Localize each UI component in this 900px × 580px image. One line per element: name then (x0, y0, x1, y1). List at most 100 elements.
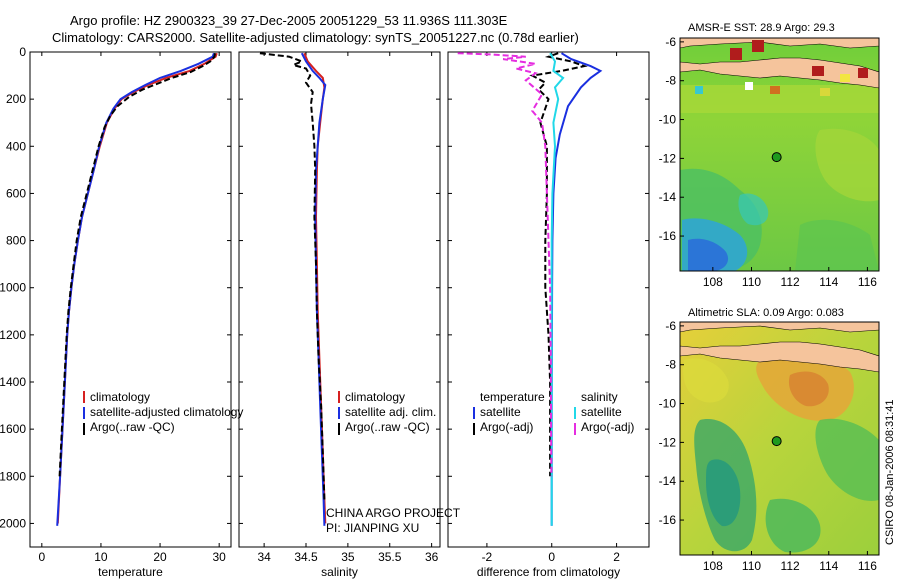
legend-label-satellite: satellite-adjusted climatology (90, 405, 243, 419)
land-java-sst (680, 57, 879, 89)
y-tick-label: -8 (665, 74, 676, 88)
x-tick-label: 20 (153, 550, 167, 564)
y-tick-label: 600 (6, 186, 26, 200)
legend-label-climatology: climatology (345, 390, 405, 404)
y-tick-label: 1000 (0, 281, 26, 295)
header-line-1: Argo profile: HZ 2900323_39 27-Dec-2005 … (70, 13, 508, 28)
sst-pixel (770, 86, 780, 94)
sst-pixel (858, 68, 868, 78)
x-tick-label: 108 (703, 559, 723, 573)
x-tick-label: 108 (703, 275, 723, 289)
legend-label-sal-satellite: satellite (581, 405, 622, 419)
salinity-axes (238, 51, 441, 548)
difference-axes (447, 51, 650, 548)
y-tick-label: -6 (665, 319, 676, 333)
series-line-salinity-satellite (549, 52, 565, 526)
x-tick-label: 116 (858, 559, 877, 573)
sst-pixel (820, 88, 830, 96)
y-tick-label: -16 (659, 513, 677, 527)
y-tick-label: -16 (659, 229, 677, 243)
y-tick-label: 1800 (0, 469, 26, 483)
x-tick-label: 36 (425, 550, 439, 564)
x-axis-label: salinity (321, 565, 358, 579)
y-tick-label: -6 (665, 35, 676, 49)
sst-southeast-cool (795, 219, 879, 271)
y-tick-label: -12 (659, 435, 677, 449)
x-tick-label: 35.5 (378, 550, 402, 564)
x-axis-label: temperature (98, 565, 163, 579)
sst-pixel (730, 48, 742, 60)
y-tick-label: -10 (659, 113, 677, 127)
pi-annotation: PI: JIANPING XU (326, 521, 419, 535)
y-tick-label: 1600 (0, 422, 26, 436)
header-line-2: Climatology: CARS2000. Satellite-adjuste… (52, 30, 579, 45)
legend-label-temp-satellite: satellite (480, 405, 521, 419)
temperature-axes (29, 51, 232, 548)
series-line-argo-raw-qc (58, 53, 216, 477)
sla-low-core (706, 459, 741, 527)
project-annotation: CHINA ARGO PROJECT (326, 506, 461, 520)
sst-pixel (752, 40, 764, 52)
legend-label-argo: Argo(..raw -QC) (90, 420, 175, 434)
x-tick-label: 0 (548, 550, 555, 564)
sst-pixel (745, 82, 753, 90)
x-tick-label: 114 (819, 275, 838, 289)
x-tick-label: 30 (212, 550, 226, 564)
argo-float-marker (771, 152, 782, 163)
x-tick-label: 116 (858, 275, 877, 289)
sla-map-frame (679, 321, 880, 556)
land-borneo-sst (680, 38, 879, 49)
x-tick-label: 110 (742, 559, 761, 573)
sst-pixel (695, 86, 703, 94)
x-tick-label: 110 (742, 275, 761, 289)
sla-map (680, 322, 879, 555)
x-tick-label: 34.5 (294, 550, 318, 564)
sst-coldest-patch (688, 238, 729, 271)
sla-north-yellow (683, 358, 729, 403)
y-tick-label: -12 (659, 151, 677, 165)
legend-label-climatology: climatology (90, 390, 150, 404)
sst-map-frame (679, 37, 880, 272)
x-tick-label: 10 (94, 550, 108, 564)
x-tick-label: 2 (613, 550, 620, 564)
sst-cyan-patch (738, 193, 769, 226)
difference-legend: temperature satellite Argo(-adj) salinit… (473, 390, 634, 435)
legend-heading-salinity: salinity (581, 390, 618, 404)
y-tick-label: 200 (6, 92, 26, 106)
sla-south-green (765, 498, 821, 553)
land-borneo-sla (680, 322, 879, 333)
sla-map-title: Altimetric SLA: 0.09 Argo: 0.083 (688, 307, 844, 319)
x-tick-label: 0 (38, 550, 45, 564)
y-tick-label: -8 (665, 358, 676, 372)
footer-credit: CSIRO 08-Jan-2006 08:31:41 (884, 399, 896, 545)
x-tick-label: 34 (257, 550, 271, 564)
y-tick-label: 1200 (0, 328, 26, 342)
sst-pixel (812, 66, 824, 76)
legend-label-satellite: satellite adj. clim. (345, 405, 436, 419)
sla-peak (788, 371, 829, 407)
x-tick-label: -2 (482, 550, 493, 564)
x-tick-label: 35 (341, 550, 355, 564)
y-tick-label: 800 (6, 234, 26, 248)
sst-pixel (840, 74, 850, 82)
series-line-temperature-argo-adj (529, 52, 588, 477)
series-line-salinity-argo-adj (457, 52, 553, 477)
x-tick-label: 112 (781, 559, 800, 573)
y-tick-label: 0 (19, 45, 26, 59)
y-tick-label: 2000 (0, 516, 26, 530)
temperature-legend: climatology satellite-adjusted climatolo… (83, 390, 243, 435)
y-tick-label: -14 (659, 474, 677, 488)
y-tick-label: -14 (659, 190, 677, 204)
x-tick-label: 112 (781, 275, 800, 289)
sst-map-title: AMSR-E SST: 28.9 Argo: 29.3 (688, 22, 835, 34)
legend-label-argo: Argo(..raw -QC) (345, 420, 430, 434)
legend-label-temp-argo: Argo(-adj) (480, 420, 533, 434)
salinity-legend: climatology satellite adj. clim. Argo(..… (338, 390, 436, 435)
x-axis-label: difference from climatology (477, 565, 620, 579)
land-java-sla (680, 341, 879, 373)
sla-east-green (815, 418, 879, 501)
legend-label-sal-argo: Argo(-adj) (581, 420, 634, 434)
sst-east-warm (815, 128, 879, 202)
x-tick-label: 114 (819, 559, 838, 573)
